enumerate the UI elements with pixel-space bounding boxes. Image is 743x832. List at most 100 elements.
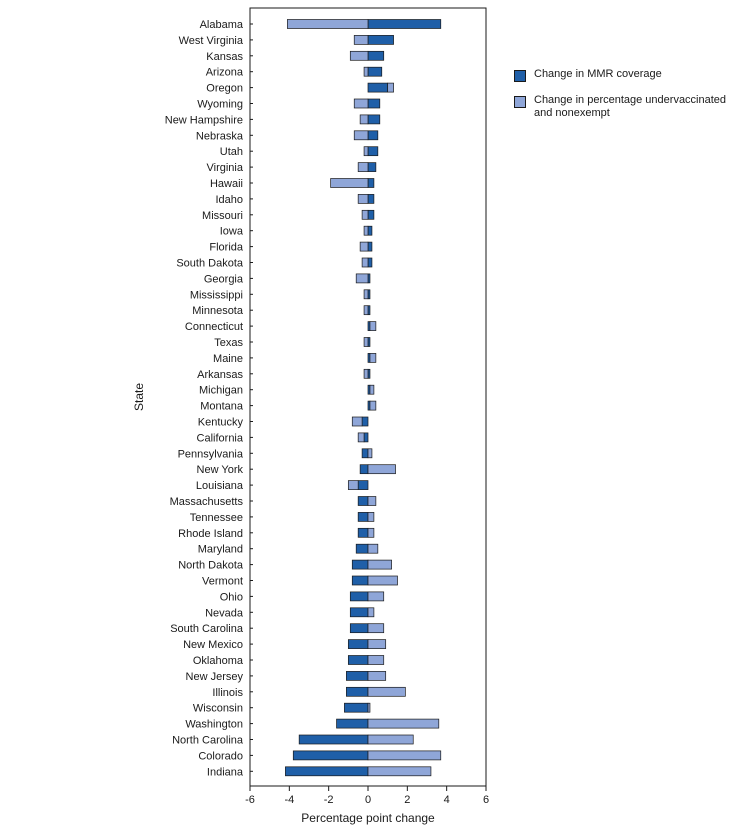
- bar-mmr: [347, 639, 369, 649]
- bar-mmr: [351, 575, 369, 586]
- bar-mmr: [351, 559, 369, 570]
- state-label: North Carolina: [172, 735, 244, 747]
- bar-mmr: [367, 98, 381, 109]
- x-axis-title: Percentage point change: [301, 811, 435, 825]
- bar-undervaccinated: [363, 225, 369, 236]
- x-tick-label: -6: [245, 794, 255, 806]
- bar-undervaccinated: [363, 146, 369, 157]
- bar-mmr: [367, 82, 389, 93]
- bar-mmr: [349, 591, 369, 602]
- bar-undervaccinated: [357, 194, 369, 204]
- state-label: West Virginia: [179, 35, 244, 47]
- x-tick-label: -2: [324, 794, 334, 806]
- bar-mmr: [367, 162, 377, 172]
- bar-mmr: [357, 512, 369, 522]
- bar-undervaccinated: [367, 766, 432, 777]
- bar-undervaccinated: [367, 591, 385, 602]
- bar-undervaccinated: [367, 702, 371, 713]
- bar-mmr: [336, 718, 369, 729]
- bar-undervaccinated: [353, 130, 369, 141]
- bar-undervaccinated: [363, 368, 369, 379]
- x-ticks: -6 -4 -2 0 2 4 6: [245, 786, 489, 806]
- bar-undervaccinated: [369, 400, 377, 411]
- state-label: Washington: [185, 719, 243, 731]
- state-label: Colorado: [198, 750, 243, 762]
- state-label: Iowa: [220, 226, 244, 238]
- bar-undervaccinated: [367, 559, 392, 570]
- bar-mmr: [344, 702, 369, 713]
- bar-undervaccinated: [387, 82, 394, 93]
- bar-mmr: [349, 623, 369, 634]
- bar-mmr: [349, 607, 369, 618]
- legend-item-mmr: Change in MMR coverage: [514, 68, 739, 82]
- state-labels: Alabama West Virginia Kansas Arizona Oregon W…: [165, 19, 244, 778]
- bar-mmr: [367, 225, 373, 236]
- bar-undervaccinated: [367, 639, 387, 649]
- bar-undervaccinated: [361, 209, 369, 220]
- legend: Change in MMR coverage Change in percent…: [514, 68, 739, 132]
- bar-mmr: [367, 178, 375, 188]
- state-label: Alabama: [200, 19, 244, 31]
- state-label: Florida: [209, 242, 244, 254]
- state-label: Mississippi: [190, 289, 243, 301]
- bar-mmr: [367, 241, 373, 252]
- bar-mmr: [367, 130, 379, 141]
- bar-undervaccinated: [363, 289, 369, 300]
- x-tick-label: 6: [483, 794, 489, 806]
- bar-mmr: [361, 416, 369, 427]
- bar-mmr: [367, 114, 381, 125]
- state-label: Nevada: [205, 607, 244, 619]
- bar-undervaccinated: [369, 353, 377, 363]
- state-label: Louisiana: [196, 480, 244, 492]
- bar-undervaccinated: [361, 257, 369, 268]
- state-label: Hawaii: [210, 178, 243, 190]
- y-axis-title: State: [132, 383, 146, 411]
- bar-undervaccinated: [369, 384, 375, 395]
- state-label: Wisconsin: [193, 703, 243, 715]
- state-label: New Jersey: [186, 671, 244, 683]
- bar-mmr: [367, 194, 375, 204]
- state-label: Michigan: [199, 385, 243, 397]
- bar-undervaccinated: [367, 527, 375, 538]
- state-label: North Dakota: [178, 560, 244, 572]
- x-tick-label: 2: [404, 794, 410, 806]
- bar-mmr: [367, 257, 373, 268]
- state-label: Minnesota: [192, 305, 244, 317]
- state-label: Rhode Island: [178, 528, 243, 540]
- state-label: Oregon: [206, 83, 243, 95]
- bar-undervaccinated: [367, 543, 379, 554]
- bar-undervaccinated: [357, 162, 369, 172]
- bar-undervaccinated: [367, 575, 398, 586]
- bar-undervaccinated: [353, 35, 369, 45]
- bar-undervaccinated: [367, 496, 377, 506]
- bar-mmr: [346, 671, 369, 681]
- bar-undervaccinated: [363, 337, 369, 347]
- state-label: Ohio: [220, 591, 243, 603]
- state-label: Utah: [220, 146, 243, 158]
- state-label: South Carolina: [170, 623, 244, 635]
- bar-mmr: [292, 750, 369, 761]
- state-label: Kansas: [206, 51, 243, 63]
- bar-undervaccinated: [363, 66, 369, 77]
- bar-mmr: [367, 146, 379, 157]
- x-tick-label: 0: [365, 794, 371, 806]
- state-label: Maryland: [198, 544, 243, 556]
- state-label: Maine: [213, 353, 243, 365]
- x-tick-label: -4: [284, 794, 294, 806]
- bar-mmr: [357, 527, 369, 538]
- x-tick-label: 4: [444, 794, 450, 806]
- state-label: New York: [197, 464, 244, 476]
- bar-mmr: [363, 432, 369, 443]
- state-label: Vermont: [202, 576, 243, 588]
- bar-undervaccinated: [367, 623, 385, 634]
- legend-label-undervaccinated: Change in percentage undervaccinated and…: [534, 94, 727, 119]
- bar-undervaccinated: [357, 432, 365, 443]
- state-label: New Hampshire: [165, 114, 243, 126]
- state-label: Idaho: [215, 194, 243, 206]
- legend-swatch-undervaccinated: [514, 96, 526, 108]
- bar-mmr: [367, 50, 385, 61]
- state-label: Tennessee: [190, 512, 243, 524]
- bar-undervaccinated: [367, 686, 406, 697]
- bar-undervaccinated: [359, 114, 369, 125]
- bar-undervaccinated: [367, 655, 385, 665]
